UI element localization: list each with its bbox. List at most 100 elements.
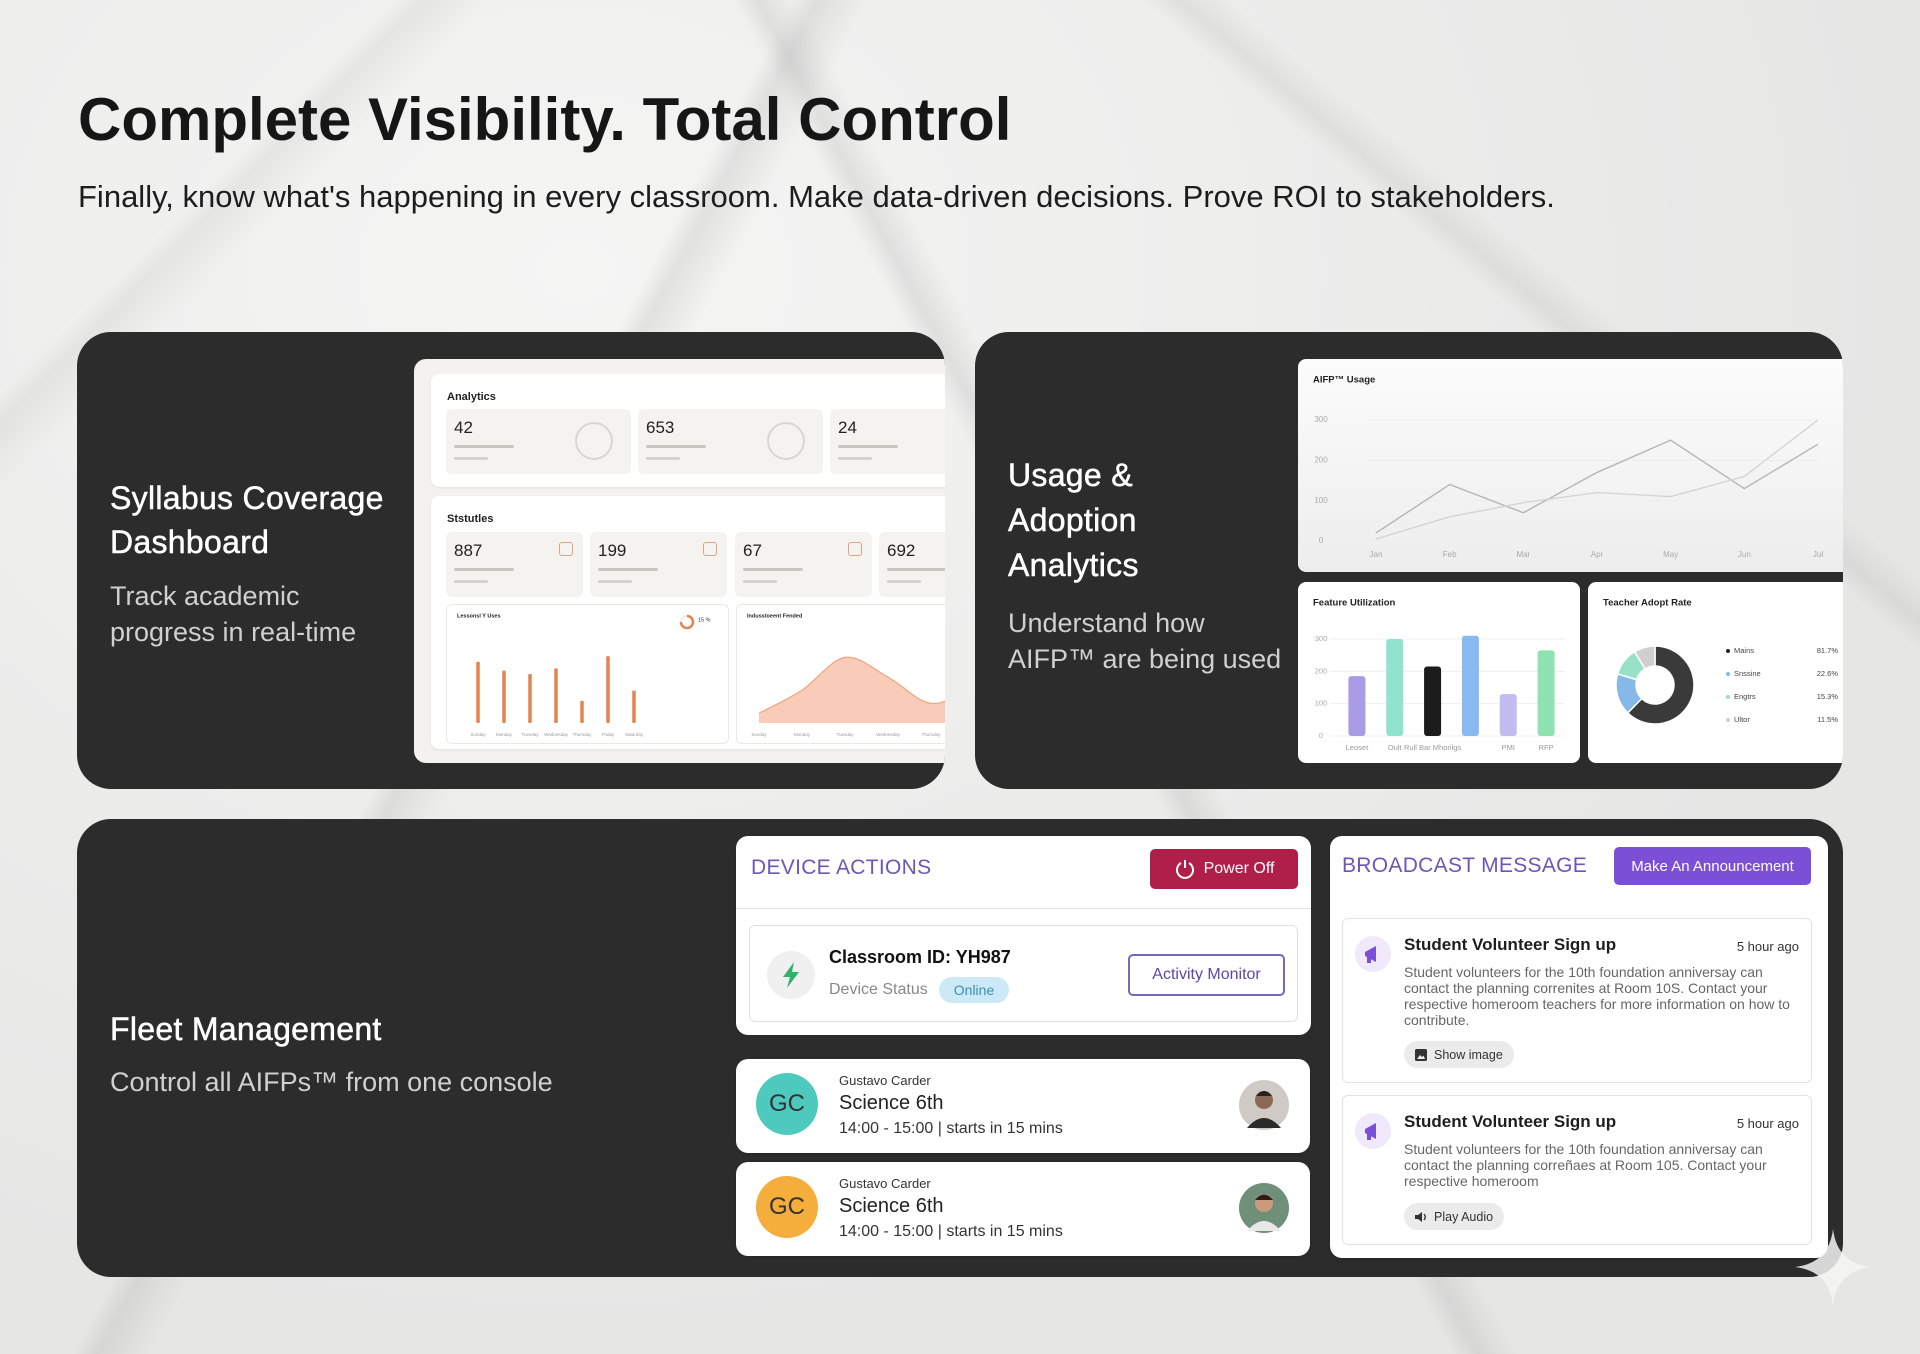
ln2 [887, 580, 921, 583]
path [1795, 1229, 1871, 1305]
x-tick-label: Jun [1738, 550, 1751, 559]
megaphone-icon [1355, 1113, 1391, 1149]
x-tick-label: Leoset [1346, 743, 1369, 752]
bar [1537, 650, 1555, 736]
donut-segment [1626, 645, 1695, 725]
activity-monitor-button[interactable]: Activity Monitor [1128, 954, 1285, 996]
ln [646, 445, 706, 448]
stat-box: 199 [590, 532, 727, 597]
stat-value: 67 [743, 541, 762, 560]
card-text: Syllabus Coverage Dashboard Track academ… [110, 476, 410, 650]
x-tick-label: Monday [794, 732, 811, 737]
class-name: Science 6th [839, 1092, 944, 1114]
stat-box: 692 [879, 532, 945, 597]
ico [703, 542, 717, 556]
ln [838, 445, 898, 448]
legend-label: Ultor [1734, 715, 1750, 724]
path [1175, 862, 1194, 879]
card-text: Usage & Adoption Analytics Understand ho… [1008, 453, 1298, 677]
rect [1415, 1048, 1427, 1061]
bolt-icon [767, 951, 815, 999]
x-tick-label: Jan [1370, 550, 1383, 559]
usage-panel: AIFP™ Usage 0 100 200 300 Jan Feb Mar Apr May Jun J… [1298, 359, 1843, 572]
card-title: Fleet Management [110, 1011, 382, 1048]
ln [743, 568, 803, 571]
announcement-button[interactable]: Make An Announcement [1614, 847, 1811, 885]
ico [559, 542, 573, 556]
y-tick-label: 0 [1319, 536, 1324, 545]
legend-bullet [1726, 718, 1730, 722]
x-tick-label: Feb [1443, 550, 1457, 559]
x-tick-label: Rull Bar Mhorilgs [1404, 743, 1461, 752]
path [1247, 1118, 1281, 1128]
dashboard-preview: Analytics 42 653 24 Ststutles 887 199 67… [414, 359, 945, 763]
path [783, 962, 799, 988]
path [1256, 1091, 1272, 1096]
power-off-button[interactable]: Power Off [1150, 849, 1298, 889]
ln2 [743, 580, 777, 583]
message-time: 5 hour ago [1736, 1116, 1799, 1131]
x-tick-label: Friday [602, 732, 615, 737]
class-name: Science 6th [839, 1195, 944, 1217]
class-time: 14:00 - 15:00 | starts in 15 mins [839, 1120, 1063, 1137]
button-label: Show image [1434, 1047, 1503, 1062]
y-tick-label: 100 [1315, 699, 1328, 708]
path [1247, 1221, 1281, 1231]
stat-box: 67 [735, 532, 872, 597]
message-card: Student Volunteer Sign up 5 hour ago Stu… [1342, 1095, 1812, 1245]
stat-value: 887 [454, 541, 483, 560]
rect [1367, 1133, 1371, 1140]
path [1255, 1194, 1273, 1200]
message-time: 5 hour ago [1736, 939, 1799, 954]
ln2 [454, 457, 488, 460]
bar [1386, 639, 1404, 736]
show-image-button[interactable]: Show image [1404, 1041, 1514, 1068]
status-label: Device Status [829, 981, 928, 998]
stat-value: 24 [838, 418, 857, 437]
bar [528, 673, 532, 723]
x-tick-label: RFP [1539, 743, 1554, 752]
progress-arc [679, 614, 695, 630]
ico [767, 422, 805, 460]
line [1375, 439, 1819, 534]
card-title: Usage & Adoption Analytics [1008, 457, 1139, 584]
panel-header: BROADCAST MESSAGE [1342, 854, 1588, 877]
x-tick-label: Saturday [625, 732, 644, 737]
progress-label: 15 % [698, 617, 711, 623]
divider [736, 908, 1311, 909]
legend-value: 11.5% [1817, 715, 1838, 724]
chart-title: Teacher Adopt Rate [1603, 598, 1692, 609]
button-label: Make An Announcement [1631, 857, 1794, 875]
x-tick-label: Apr [1591, 550, 1604, 559]
x-tick-label: PMI [1502, 743, 1515, 752]
message-title: Student Volunteer Sign up [1404, 1112, 1617, 1131]
line [1375, 419, 1819, 540]
play-audio-button[interactable]: Play Audio [1404, 1203, 1505, 1230]
stat-box: 887 [446, 532, 583, 597]
bar [554, 668, 558, 723]
class-time: 14:00 - 15:00 | starts in 15 mins [839, 1223, 1063, 1240]
subheadline: Finally, know what's happening in every … [78, 179, 1555, 214]
avatar-initials: GC [756, 1073, 818, 1135]
path [1423, 1213, 1426, 1220]
feature-panel: Feature Utilization 0 100 200 300 Leoset Oult R… [1298, 582, 1580, 763]
message-title: Student Volunteer Sign up [1404, 935, 1617, 954]
chart-title: Lessonsl Y Uses [457, 613, 501, 619]
ln2 [838, 457, 872, 460]
ln [454, 445, 514, 448]
bar [476, 661, 480, 723]
teacher-photo [1239, 1183, 1289, 1233]
image-icon [1415, 1048, 1427, 1061]
button-label: Power Off [1203, 860, 1275, 877]
path [1365, 1123, 1376, 1139]
path [1417, 1054, 1425, 1059]
bar [606, 656, 610, 723]
ln2 [598, 580, 632, 583]
status-pill: Online [939, 977, 1009, 1003]
bar [632, 690, 636, 723]
x-tick-label: Tuesday [836, 732, 854, 737]
sparkle [1795, 1229, 1871, 1305]
usage-chart: AIFP™ Usage 0 100 200 300 Jan Feb Mar Apr May Jun J… [1313, 375, 1823, 560]
syllabus-card: Syllabus Coverage Dashboard Track academ… [77, 332, 945, 789]
